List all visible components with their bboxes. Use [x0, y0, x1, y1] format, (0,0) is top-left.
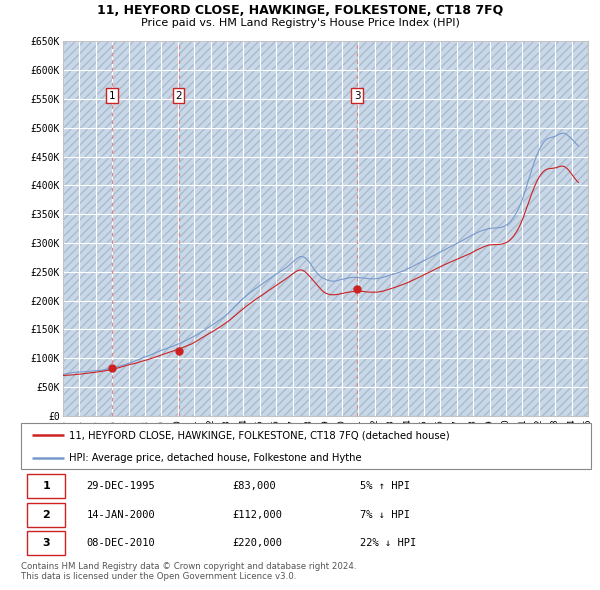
Text: Price paid vs. HM Land Registry's House Price Index (HPI): Price paid vs. HM Land Registry's House …: [140, 18, 460, 28]
Text: 3: 3: [354, 91, 361, 101]
Text: £83,000: £83,000: [232, 481, 275, 491]
Text: 7% ↓ HPI: 7% ↓ HPI: [360, 510, 410, 520]
Text: 1: 1: [109, 91, 115, 101]
Text: HPI: Average price, detached house, Folkestone and Hythe: HPI: Average price, detached house, Folk…: [70, 453, 362, 463]
Text: 22% ↓ HPI: 22% ↓ HPI: [360, 538, 416, 548]
Text: 1: 1: [42, 481, 50, 491]
Text: 11, HEYFORD CLOSE, HAWKINGE, FOLKESTONE, CT18 7FQ (detached house): 11, HEYFORD CLOSE, HAWKINGE, FOLKESTONE,…: [70, 431, 450, 441]
Text: £220,000: £220,000: [232, 538, 282, 548]
Text: 2: 2: [42, 510, 50, 520]
Text: 11, HEYFORD CLOSE, HAWKINGE, FOLKESTONE, CT18 7FQ: 11, HEYFORD CLOSE, HAWKINGE, FOLKESTONE,…: [97, 4, 503, 17]
Text: 3: 3: [42, 538, 50, 548]
FancyBboxPatch shape: [27, 503, 65, 527]
Text: 29-DEC-1995: 29-DEC-1995: [86, 481, 155, 491]
FancyBboxPatch shape: [27, 474, 65, 498]
Text: 08-DEC-2010: 08-DEC-2010: [86, 538, 155, 548]
Text: 5% ↑ HPI: 5% ↑ HPI: [360, 481, 410, 491]
Text: 2: 2: [175, 91, 182, 101]
Text: Contains HM Land Registry data © Crown copyright and database right 2024.
This d: Contains HM Land Registry data © Crown c…: [21, 562, 356, 581]
Text: £112,000: £112,000: [232, 510, 282, 520]
Text: 14-JAN-2000: 14-JAN-2000: [86, 510, 155, 520]
FancyBboxPatch shape: [27, 532, 65, 555]
